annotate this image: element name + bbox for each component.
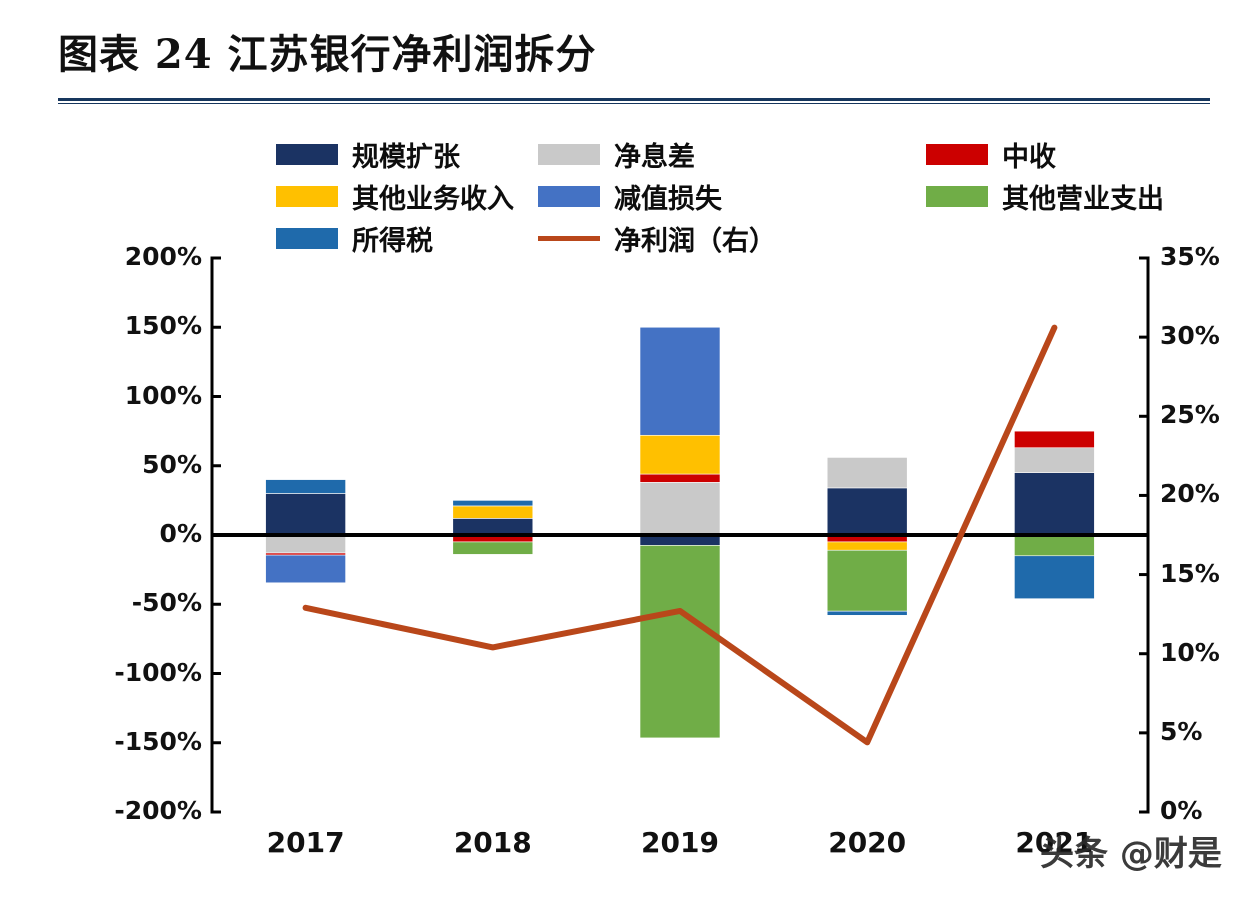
y-axis-left-label: -200% [114,796,202,825]
bar-segment-income-tax[interactable] [452,500,534,507]
bar-segment-other-operating-expense[interactable] [639,545,721,739]
legend-swatch-other-business-income [276,185,338,207]
bar-segment-other-operating-expense[interactable] [1014,534,1095,557]
legend-item-net-interest-margin[interactable]: 净息差 [538,134,695,174]
watermark: 头条 @财是 [1040,834,1222,874]
bar-segment-fee-income[interactable] [639,473,721,483]
legend-line-marker-net-profit-line [538,235,600,241]
y-axis-left-label: 0% [159,519,202,548]
bar-segment-other-business-income[interactable] [639,434,721,475]
bar-segment-fee-income[interactable] [1014,430,1095,449]
legend-swatch-scale-expansion [276,143,338,165]
bar-stack-2021[interactable] [1014,430,1095,600]
legend-item-fee-income[interactable]: 中收 [926,134,1056,174]
bar-segment-other-business-income[interactable] [826,541,908,551]
y-axis-left-label: -150% [114,726,202,756]
bar-segment-scale-expansion[interactable] [826,487,908,536]
bars-group [265,326,1095,739]
bar-segment-scale-expansion[interactable] [265,493,346,536]
y-axis-left-label: 200% [124,242,202,271]
legend-swatch-impairment-loss [538,185,600,207]
legend-row: 规模扩张 净息差 中收 [276,134,1156,174]
legend-swatch-net-interest-margin [538,143,600,165]
x-axis-label-2018: 2018 [453,826,532,859]
y-axis-right-label: 35% [1160,242,1220,271]
y-axis-right-label: 20% [1160,479,1220,509]
y-axis-right-label: 0% [1160,796,1203,825]
legend-label: 所得税 [352,225,433,257]
legend-item-scale-expansion[interactable]: 规模扩张 [276,134,460,174]
bar-segment-impairment-loss[interactable] [265,554,346,584]
bar-segment-other-operating-expense[interactable] [826,549,908,612]
legend-swatch-fee-income [926,143,988,165]
legend-label: 规模扩张 [352,141,460,173]
legend-label: 中收 [1002,141,1056,173]
bar-segment-fee-income[interactable] [265,552,346,556]
bar-segment-scale-expansion[interactable] [452,518,534,536]
bar-segment-net-interest-margin[interactable] [826,457,908,489]
x-axis-label-2017: 2017 [266,826,345,859]
bar-segment-net-interest-margin[interactable] [1014,447,1095,473]
page-title: 图表 24 江苏银行净利润拆分 [58,31,597,78]
y-axis-right-label: 15% [1160,558,1220,588]
legend-label: 其他营业支出 [1002,183,1164,215]
legend-swatch-other-operating-expense [926,185,988,207]
bar-segment-other-operating-expense[interactable] [452,541,534,555]
y-axis-right-label: 10% [1160,637,1220,667]
legend-label: 其他业务收入 [352,183,514,215]
legend-row: 所得税 净利润（右） [276,218,1156,258]
legend-item-net-profit-line[interactable]: 净利润（右） [538,218,776,258]
legend-swatch-income-tax [276,227,338,249]
bar-segment-income-tax[interactable] [826,610,908,616]
bar-stack-2020[interactable] [826,457,908,616]
bar-segment-scale-expansion[interactable] [1014,472,1095,536]
legend-row: 其他业务收入 减值损失 其他营业支出 [276,176,1164,216]
legend-label: 减值损失 [614,183,722,215]
y-axis-right-label: 25% [1160,400,1220,430]
legend-item-other-operating-expense[interactable]: 其他营业支出 [926,176,1164,216]
bar-segment-net-interest-margin[interactable] [639,482,721,536]
y-axis-left-label: 100% [124,380,202,410]
legend-item-income-tax[interactable]: 所得税 [276,218,433,258]
x-axis-label-2021: 2021 [1015,826,1094,859]
net-profit-line[interactable] [302,324,1058,746]
y-axis-right-label: 5% [1160,716,1203,746]
x-axis-label-2019: 2019 [641,826,719,859]
legend-item-other-business-income[interactable]: 其他业务收入 [276,176,514,216]
bar-segment-income-tax[interactable] [265,479,346,494]
chart-legend: 规模扩张 净息差 中收其他业务收入 减值损失 其他营业支出所得税 净利润（右） [276,134,1164,260]
bar-stack-2017[interactable] [265,479,346,584]
title-divider-thin [58,103,1210,104]
title-divider-thick [58,98,1210,101]
legend-label: 净利润（右） [614,225,776,257]
figure-title-bar: 图表 24 江苏银行净利润拆分 [58,30,1208,92]
x-axis-label-2020: 2020 [828,826,907,859]
legend-item-impairment-loss[interactable]: 减值损失 [538,176,722,216]
bar-stack-2018[interactable] [452,500,534,555]
legend-label: 净息差 [614,141,695,173]
y-axis-left-label: 50% [142,449,202,479]
bar-segment-net-interest-margin[interactable] [265,534,346,554]
y-axis-left-label: 150% [124,311,202,341]
y-axis-left-label: -50% [131,588,202,618]
bar-segment-income-tax[interactable] [1014,555,1095,600]
y-axis-left-label: -100% [114,657,202,687]
bar-segment-impairment-loss[interactable] [639,326,721,436]
bar-segment-other-business-income[interactable] [452,505,534,519]
y-axis-right-label: 30% [1160,321,1220,351]
bar-stack-2019[interactable] [639,326,721,739]
